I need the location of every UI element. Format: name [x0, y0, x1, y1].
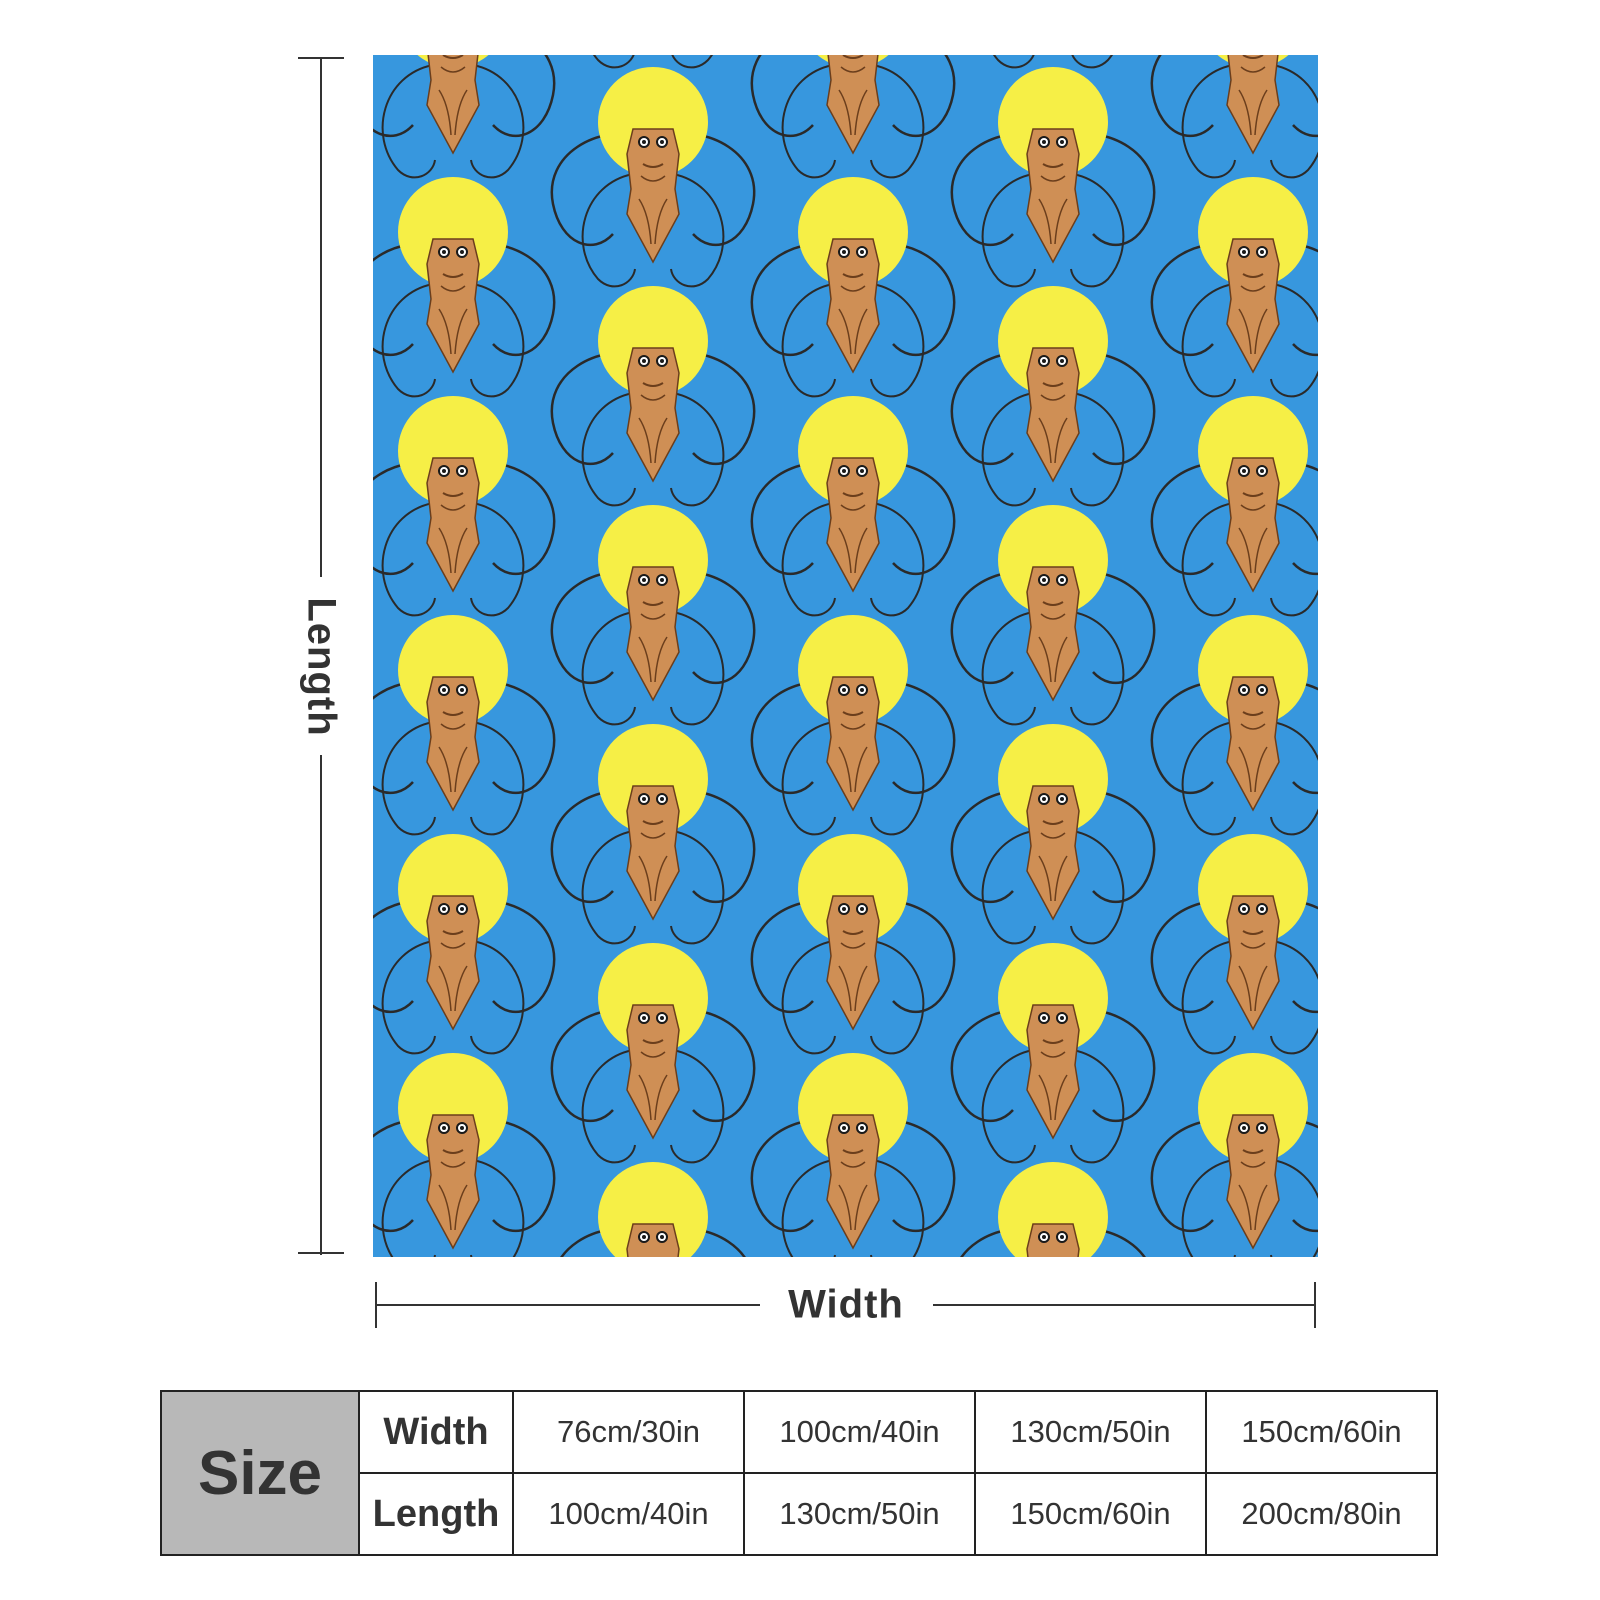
- size-header: Size: [160, 1390, 360, 1556]
- width-label: Width: [788, 1282, 904, 1327]
- size-chart-table: Size Width 76cm/30in 100cm/40in 130cm/50…: [160, 1390, 1438, 1556]
- length-bottom-cap: [298, 1252, 344, 1254]
- length-value: 150cm/60in: [974, 1472, 1207, 1556]
- width-dimension-guide: Width: [373, 1280, 1318, 1330]
- width-value: 100cm/40in: [743, 1390, 976, 1474]
- length-value: 200cm/80in: [1205, 1472, 1438, 1556]
- blanket-image: [373, 55, 1318, 1257]
- width-line-right: [933, 1304, 1316, 1306]
- length-line-upper: [320, 57, 322, 577]
- afro-pattern-illustration: [373, 55, 1318, 1257]
- length-dimension-guide: Length: [290, 55, 350, 1257]
- row-label-length: Length: [358, 1472, 514, 1556]
- length-value: 100cm/40in: [512, 1472, 745, 1556]
- width-value: 76cm/30in: [512, 1390, 745, 1474]
- length-value: 130cm/50in: [743, 1472, 976, 1556]
- width-value: 130cm/50in: [974, 1390, 1207, 1474]
- length-line-lower: [320, 755, 322, 1255]
- length-label: Length: [299, 597, 344, 737]
- size-row-length: Length 100cm/40in 130cm/50in 150cm/60in …: [161, 1472, 1438, 1556]
- width-line-left: [375, 1304, 760, 1306]
- width-value: 150cm/60in: [1205, 1390, 1438, 1474]
- row-label-width: Width: [358, 1390, 514, 1474]
- width-right-cap: [1314, 1282, 1316, 1328]
- size-row-width: Size Width 76cm/30in 100cm/40in 130cm/50…: [160, 1390, 1438, 1556]
